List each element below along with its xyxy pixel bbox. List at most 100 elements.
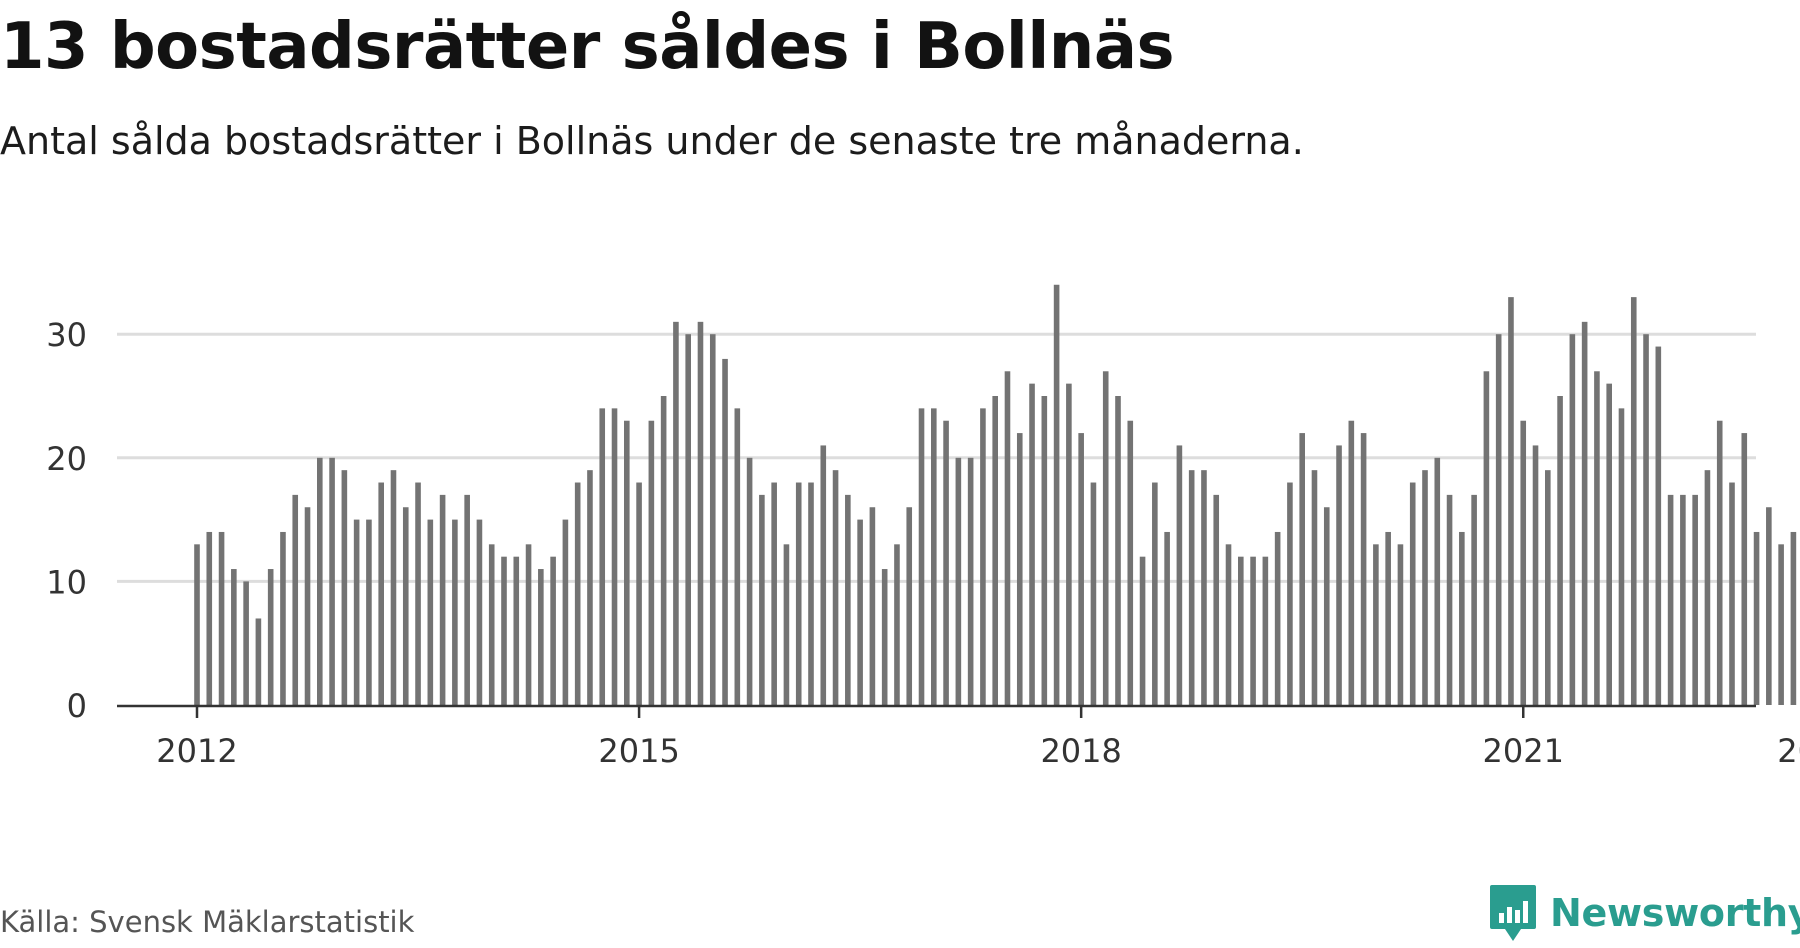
bar [378,482,384,705]
bar [967,457,974,705]
bar [353,519,360,705]
bar [341,470,348,705]
bar [599,408,606,705]
bar [1667,494,1674,705]
bar [1053,284,1060,705]
bar [1287,482,1293,705]
brand-name: Newsworthy [1550,891,1800,935]
bar [881,569,888,705]
bar [574,482,581,705]
bar [1262,556,1269,705]
bar [280,531,286,705]
y-tick-label: 30 [46,316,87,354]
bar [1790,531,1797,705]
bar [1176,445,1183,705]
bar [1766,507,1772,705]
bar [857,519,863,705]
bar [218,531,225,705]
bar [1152,482,1158,705]
bar [1078,433,1084,705]
bar [1434,457,1441,705]
bar [624,420,630,705]
bar [488,544,495,705]
bar [992,396,998,705]
bar [1778,544,1784,705]
bar [1041,396,1048,705]
bar [1311,470,1318,705]
bar [1508,297,1514,705]
bar [918,408,925,705]
bar [1422,470,1428,705]
bar [980,408,986,705]
bar [587,470,593,705]
y-tick-label: 0 [67,687,87,725]
newsworthy-brand: Newsworthy [1488,883,1800,943]
bar [501,556,507,705]
bar [1164,531,1170,705]
bar [845,494,851,705]
bar [1729,482,1735,705]
bar [1753,531,1760,705]
bar [1397,544,1404,705]
bar [1299,433,1305,705]
bar [439,494,446,705]
bar [771,482,777,705]
bar [783,544,790,705]
bar [562,519,569,705]
bar [709,334,716,705]
bar [464,494,470,705]
bar [538,569,544,705]
bar [722,358,728,705]
chart-title: 13 bostadsrätter såldes i Bollnäs [0,10,1175,84]
bar [1581,321,1588,705]
bar [1336,445,1342,705]
bar [832,470,839,705]
bar [427,519,434,705]
bar [1102,371,1109,705]
bar [390,470,397,705]
bar [1373,544,1379,705]
bar [1704,470,1711,705]
x-tick-label: 2018 [1040,732,1121,770]
bar [1323,507,1330,705]
bar [1360,433,1367,705]
bar [1471,494,1477,705]
bar [550,556,556,705]
bar [1716,420,1723,705]
bar [1225,544,1232,705]
bar [243,581,249,705]
bar [1029,383,1035,705]
bar [1545,470,1551,705]
x-tick-label: 2021 [1483,732,1564,770]
bar [746,457,753,705]
bar [415,482,421,705]
bar [1520,420,1527,705]
bar [476,519,483,705]
bar [452,519,458,705]
bar [1655,346,1662,705]
bar [1090,482,1097,705]
bar [1483,371,1490,705]
bar [808,482,814,705]
bar [1238,556,1244,705]
bar [1557,396,1563,705]
bar [869,507,876,705]
bar [894,544,900,705]
bar [1348,420,1355,705]
bar [1139,556,1146,705]
bar [1680,494,1686,705]
bar [697,321,704,705]
bar [1274,531,1281,705]
bar [1066,383,1072,705]
bar [955,457,962,705]
bar [366,519,372,705]
bar [1250,556,1256,705]
bar [1459,531,1465,705]
bar [1188,470,1195,705]
bar [1016,433,1023,705]
x-tick-label: 2015 [598,732,679,770]
bar [292,494,299,705]
bar [1004,371,1011,705]
newsworthy-logo-icon [1490,885,1536,941]
